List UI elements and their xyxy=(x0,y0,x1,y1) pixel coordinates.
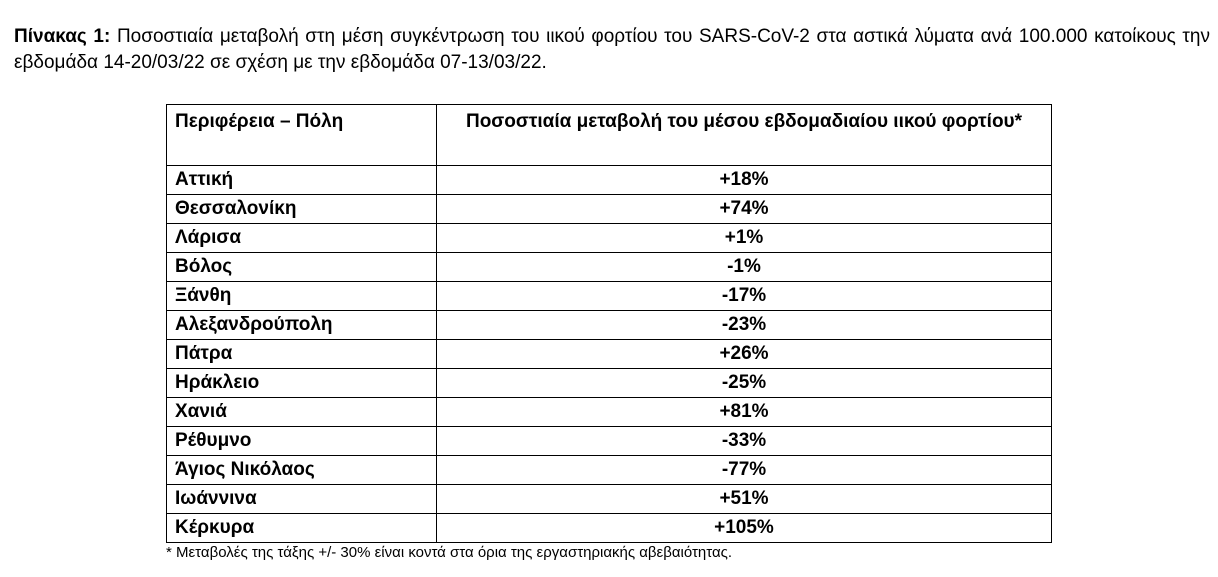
cell-region: Χανιά xyxy=(166,397,437,427)
header-region: Περιφέρεια – Πόλη xyxy=(166,104,437,166)
cell-region: Θεσσαλονίκη xyxy=(166,194,437,224)
table-row: Αττική +18% xyxy=(166,165,1052,195)
table-row: Ξάνθη -17% xyxy=(166,281,1052,311)
table-row: Θεσσαλονίκη +74% xyxy=(166,194,1052,224)
table-header: Περιφέρεια – Πόλη Ποσοστιαία μεταβολή το… xyxy=(166,104,1052,166)
cell-change: -77% xyxy=(436,455,1052,485)
cell-region: Ηράκλειο xyxy=(166,368,437,398)
table-row: Πάτρα +26% xyxy=(166,339,1052,369)
cell-region: Βόλος xyxy=(166,252,437,282)
cell-change: +74% xyxy=(436,194,1052,224)
header-row: Περιφέρεια – Πόλη Ποσοστιαία μεταβολή το… xyxy=(166,104,1052,166)
table-row: Ηράκλειο -25% xyxy=(166,368,1052,398)
cell-region: Κέρκυρα xyxy=(166,513,437,543)
table-row: Αλεξανδρούπολη -23% xyxy=(166,310,1052,340)
cell-change: -17% xyxy=(436,281,1052,311)
header-change: Ποσοστιαία μεταβολή του μέσου εβδομαδιαί… xyxy=(436,104,1052,166)
cell-change: +81% xyxy=(436,397,1052,427)
caption-label: Πίνακας 1: xyxy=(14,26,111,47)
cell-change: +26% xyxy=(436,339,1052,369)
cell-region: Ρέθυμνο xyxy=(166,426,437,456)
table-row: Κέρκυρα +105% xyxy=(166,513,1052,543)
table-row: Χανιά +81% xyxy=(166,397,1052,427)
cell-change: +1% xyxy=(436,223,1052,253)
footnote: * Μεταβολές της τάξης +/- 30% είναι κοντ… xyxy=(166,544,733,561)
cell-change: -1% xyxy=(436,252,1052,282)
cell-change: +105% xyxy=(436,513,1052,543)
cell-region: Πάτρα xyxy=(166,339,437,369)
table-row: Λάρισα +1% xyxy=(166,223,1052,253)
cell-region: Ξάνθη xyxy=(166,281,437,311)
cell-region: Άγιος Νικόλαος xyxy=(166,455,437,485)
table-row: Ιωάννινα +51% xyxy=(166,484,1052,514)
cell-change: +18% xyxy=(436,165,1052,195)
cell-change: -23% xyxy=(436,310,1052,340)
table-row: Ρέθυμνο -33% xyxy=(166,426,1052,456)
cell-region: Λάρισα xyxy=(166,223,437,253)
cell-region: Αλεξανδρούπολη xyxy=(166,310,437,340)
table-row: Άγιος Νικόλαος -77% xyxy=(166,455,1052,485)
cell-change: -25% xyxy=(436,368,1052,398)
table-caption: Πίνακας 1: Ποσοστιαία μεταβολή στη μέση … xyxy=(14,24,1210,76)
data-table: Περιφέρεια – Πόλη Ποσοστιαία μεταβολή το… xyxy=(166,104,1052,543)
cell-change: -33% xyxy=(436,426,1052,456)
table-row: Βόλος -1% xyxy=(166,252,1052,282)
table-body: Αττική +18% Θεσσαλονίκη +74% Λάρισα +1% Βόλος -… xyxy=(166,165,1052,543)
cell-region: Ιωάννινα xyxy=(166,484,437,514)
caption-text: Ποσοστιαία μεταβολή στη μέση συγκέντρωση… xyxy=(14,26,1210,73)
cell-change: +51% xyxy=(436,484,1052,514)
cell-region: Αττική xyxy=(166,165,437,195)
